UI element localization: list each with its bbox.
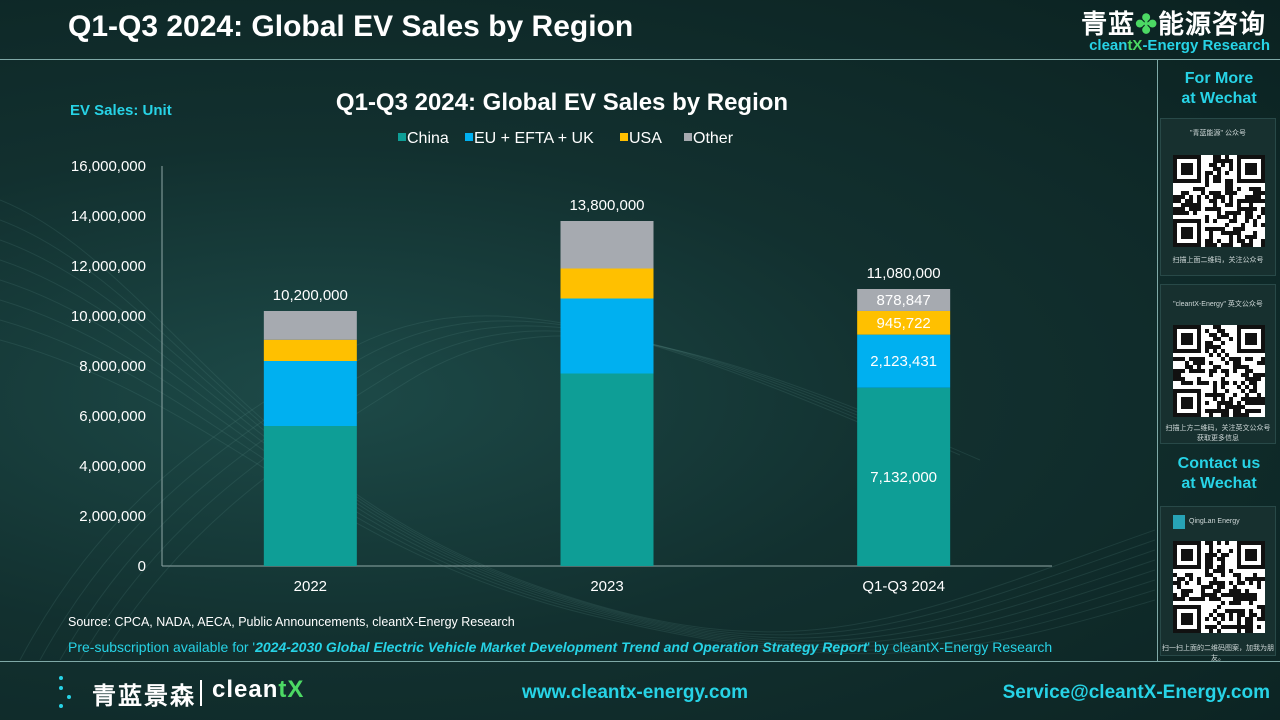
bar-segment	[857, 387, 951, 566]
legend-item: China	[398, 130, 449, 147]
presub-report-title: 2024-2030 Global Electric Vehicle Market…	[254, 639, 869, 655]
bar-segment	[857, 334, 951, 388]
y-tick-label: 10,000,000	[71, 308, 146, 325]
footer-logo-separator	[200, 680, 202, 706]
header-divider	[0, 59, 1280, 60]
legend-item: USA	[620, 130, 662, 147]
logo-dots-icon	[59, 676, 71, 708]
legend-label: EU + EFTA + UK	[474, 130, 594, 147]
y-tick-label: 12,000,000	[71, 258, 146, 275]
bar-data-label: 2,123,431	[870, 353, 937, 370]
sidebar-more-line2: at Wechat	[1181, 90, 1257, 107]
page-title: Q1-Q3 2024: Global EV Sales by Region	[68, 10, 634, 43]
sidebar-contact-line2: at Wechat	[1181, 475, 1257, 492]
website-link[interactable]: www.cleantx-energy.com	[522, 682, 748, 703]
sidebar-more-line1: For More	[1184, 70, 1254, 87]
qr-card-en: "cleantX-Energy" 英文公众号 扫描上方二维码，关注英文公众号 获…	[1160, 284, 1276, 444]
legend-swatch	[465, 133, 473, 141]
sidebar-contact-line1: Contact us	[1177, 455, 1261, 472]
bar-segment	[263, 426, 357, 566]
footer-logo-en: cleantX	[212, 676, 304, 704]
chart-legend: China EU + EFTA + UK USA Other	[398, 130, 734, 147]
bar-segment	[857, 289, 951, 311]
brand-en-prefix: clean	[1089, 37, 1128, 54]
wechat-qr-code-cn[interactable]	[1173, 155, 1265, 247]
presub-prefix: Pre-subscription available for '	[68, 639, 255, 655]
brand-logo-cn: 青蓝✤能源咨询	[1081, 4, 1266, 41]
bar-total-label: 13,800,000	[569, 197, 644, 214]
x-tick-label: 2023	[590, 578, 623, 595]
x-tick-label: 2022	[294, 578, 327, 595]
bar-segment	[560, 298, 654, 374]
header-bar: Q1-Q3 2024: Global EV Sales by Region 青蓝…	[0, 0, 1280, 60]
brand-logo-en: cleantX-Energy Research	[1089, 37, 1270, 54]
qr2-caption-top: "cleantX-Energy" 英文公众号	[1173, 301, 1263, 308]
qr3-caption-bottom: 扫一扫上面的二维码图案，加我为朋友。	[1162, 645, 1274, 662]
qr1-caption-bottom: 扫描上面二维码，关注公众号	[1172, 257, 1264, 264]
sidebar-divider	[1157, 60, 1158, 661]
bar-data-label: 945,722	[877, 315, 931, 332]
y-tick-label: 16,000,000	[71, 158, 146, 175]
brand-cn-right: 能源咨询	[1157, 9, 1266, 39]
wechat-qr-code-en[interactable]	[1173, 325, 1265, 417]
bar-segment	[263, 339, 357, 361]
presubscription-note: Pre-subscription available for '2024-203…	[68, 639, 1052, 655]
bar-series: 10,200,000 13,800,000 7,132,000 2,123,431 94…	[263, 197, 951, 566]
footer-divider	[0, 661, 1280, 662]
bar-data-label: 7,132,000	[870, 469, 937, 486]
brand-en-suffix: -Energy Research	[1142, 37, 1270, 54]
legend-swatch	[398, 133, 406, 141]
source-note: Source: CPCA, NADA, AECA, Public Announc…	[68, 615, 515, 629]
qr2-caption-bottom2: 获取更多信息	[1197, 435, 1239, 442]
y-tick-label: 14,000,000	[71, 208, 146, 225]
qr-card-cn: "青蓝能源" 公众号 扫描上面二维码，关注公众号	[1160, 118, 1276, 276]
chart-title: Q1-Q3 2024: Global EV Sales by Region	[336, 89, 788, 116]
legend-label: Other	[693, 130, 734, 147]
clover-icon: ✤	[1135, 9, 1158, 39]
presub-suffix: ' by cleantX-Energy Research	[867, 639, 1052, 655]
bar-segment	[263, 361, 357, 426]
y-tick-label: 4,000,000	[79, 458, 146, 475]
email-link[interactable]: Service@cleantX-Energy.com	[1002, 682, 1270, 703]
bar-total-label: 11,080,000	[867, 265, 941, 282]
legend-swatch	[620, 133, 628, 141]
bar-total-label: 10,200,000	[273, 287, 348, 304]
y-tick-label: 2,000,000	[79, 508, 146, 525]
legend-label: USA	[629, 130, 662, 147]
brand-en-x: tX	[1127, 37, 1143, 54]
legend-item: Other	[684, 130, 734, 147]
qr-card-contact: QingLan Energy 扫一扫上面的二维码图案，加我为朋友。	[1160, 506, 1276, 662]
y-tick-label: 0	[138, 558, 146, 575]
footer-logo-cn: 青蓝景森	[92, 683, 196, 710]
y-axis-label: EV Sales: Unit	[70, 102, 172, 119]
x-axis: 2022 2023 Q1-Q3 2024	[294, 578, 945, 595]
bar-segment	[857, 310, 951, 335]
x-tick-label: Q1-Q3 2024	[862, 578, 945, 595]
qr2-caption-bottom: 扫描上方二维码，关注英文公众号	[1165, 425, 1271, 432]
y-tick-label: 6,000,000	[79, 408, 146, 425]
y-axis: 0 2,000,000 4,000,000 6,000,000 8,000,000 10,…	[71, 158, 146, 575]
legend-label: China	[407, 130, 449, 147]
footer-logo-en-x: tX	[278, 676, 305, 703]
bar-segment	[560, 221, 654, 269]
avatar	[1173, 515, 1185, 529]
sidebar-more-heading: For More at Wechat	[1160, 69, 1278, 109]
wechat-qr-code-contact[interactable]	[1173, 541, 1265, 633]
qr3-caption-top: QingLan Energy	[1189, 518, 1240, 525]
bar-data-label: 878,847	[877, 292, 931, 309]
qr1-caption-top: "青蓝能源" 公众号	[1190, 130, 1246, 137]
bar-segment	[560, 373, 654, 566]
legend-swatch	[684, 133, 692, 141]
sidebar-contact-heading: Contact us at Wechat	[1160, 454, 1278, 494]
brand-cn-left: 青蓝	[1081, 9, 1136, 39]
y-tick-label: 8,000,000	[79, 358, 146, 375]
footer-logo-en-prefix: clean	[212, 676, 279, 703]
bar-segment	[560, 268, 654, 299]
bar-segment	[263, 311, 357, 340]
stacked-bar-chart: EV Sales: Unit Q1-Q3 2024: Global EV Sal…	[68, 89, 1052, 655]
legend-item: EU + EFTA + UK	[465, 130, 594, 147]
